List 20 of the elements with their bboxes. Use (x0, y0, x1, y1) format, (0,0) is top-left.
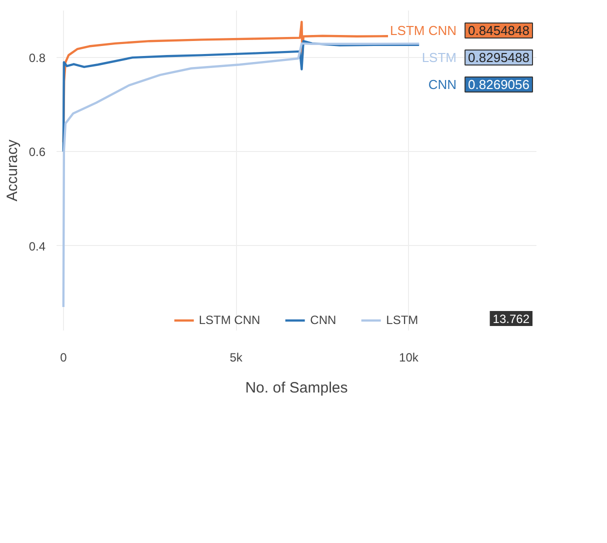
y-tick-label: 0.6 (28, 145, 46, 160)
y-tick-label: 0.4 (28, 239, 46, 254)
annotation: 0.8454848 (468, 23, 530, 38)
y-axis-title: Accuracy (4, 139, 21, 202)
text: LSTM (422, 50, 456, 65)
x-tick-label: 0 (60, 350, 68, 364)
annotation: 0.8295488 (468, 50, 530, 65)
legend-label: CNN (310, 313, 336, 327)
legend-label: LSTM CNN (198, 313, 260, 327)
line-series (62, 40, 420, 153)
x-tick-label: 5k (230, 350, 244, 364)
line-series (62, 42, 420, 308)
annotation: 13.762 (492, 312, 530, 326)
y-tick-label: 0.8 (28, 51, 46, 66)
legend-label: LSTM (386, 313, 418, 327)
text: LSTM CNN (390, 23, 457, 38)
x-axis-title: No. of Samples (245, 380, 348, 396)
text: CNN (428, 77, 457, 92)
annotation: 0.8269056 (468, 77, 530, 92)
x-tick-label: 10k (399, 350, 420, 364)
